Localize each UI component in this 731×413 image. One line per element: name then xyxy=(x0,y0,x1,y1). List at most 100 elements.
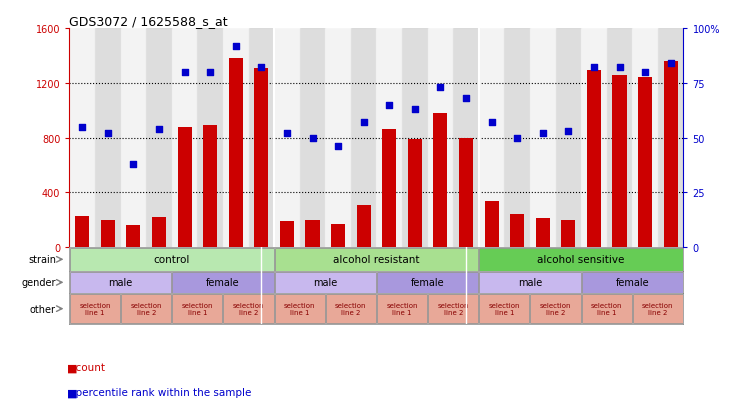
Bar xyxy=(428,29,453,248)
Bar xyxy=(658,29,683,248)
Text: selection
line 1: selection line 1 xyxy=(386,302,418,316)
Bar xyxy=(377,294,427,324)
Point xyxy=(154,126,165,133)
Text: selection
line 2: selection line 2 xyxy=(539,302,572,316)
Bar xyxy=(587,71,601,248)
Point xyxy=(307,135,319,142)
Text: male: male xyxy=(518,278,542,287)
Bar xyxy=(275,294,325,324)
Bar xyxy=(275,272,376,293)
Bar xyxy=(632,29,658,248)
Bar xyxy=(664,62,678,248)
Text: female: female xyxy=(206,278,240,287)
Bar xyxy=(69,29,95,248)
Bar xyxy=(121,29,146,248)
Bar xyxy=(254,69,268,248)
Point xyxy=(127,161,139,168)
Point xyxy=(639,69,651,76)
Bar xyxy=(203,126,217,248)
Bar xyxy=(613,76,626,248)
Bar xyxy=(152,218,166,248)
Text: count: count xyxy=(69,363,105,373)
Bar xyxy=(70,248,273,271)
Point xyxy=(434,85,446,91)
Text: alcohol resistant: alcohol resistant xyxy=(333,255,420,265)
Point xyxy=(178,69,190,76)
Bar xyxy=(101,220,115,248)
Point xyxy=(230,43,241,50)
Bar xyxy=(428,294,478,324)
Bar xyxy=(377,272,478,293)
Text: selection
line 2: selection line 2 xyxy=(642,302,674,316)
Bar xyxy=(402,29,428,248)
Bar xyxy=(275,248,478,271)
Point xyxy=(614,65,626,71)
Bar xyxy=(582,294,632,324)
Bar xyxy=(126,226,140,248)
Bar xyxy=(480,294,529,324)
Bar xyxy=(607,29,632,248)
Text: alcohol sensitive: alcohol sensitive xyxy=(537,255,625,265)
Bar xyxy=(70,294,120,324)
Point xyxy=(461,95,472,102)
Text: strain: strain xyxy=(28,255,56,265)
Point xyxy=(537,131,548,137)
Bar xyxy=(480,272,580,293)
Text: selection
line 1: selection line 1 xyxy=(181,302,213,316)
Text: selection
line 2: selection line 2 xyxy=(130,302,162,316)
Bar xyxy=(357,205,371,248)
Bar xyxy=(408,140,422,248)
Text: control: control xyxy=(154,255,190,265)
Bar xyxy=(376,29,402,248)
Bar xyxy=(351,29,376,248)
Bar xyxy=(433,114,447,248)
Bar xyxy=(633,294,683,324)
Point xyxy=(383,102,395,109)
Point xyxy=(256,65,268,71)
Text: selection
line 1: selection line 1 xyxy=(591,302,623,316)
Bar xyxy=(326,294,376,324)
Point xyxy=(332,144,344,150)
Bar xyxy=(197,29,223,248)
Text: GDS3072 / 1625588_s_at: GDS3072 / 1625588_s_at xyxy=(69,15,228,28)
Bar xyxy=(331,224,345,248)
Bar xyxy=(582,272,683,293)
Bar xyxy=(280,222,294,248)
Bar xyxy=(95,29,121,248)
Text: selection
line 1: selection line 1 xyxy=(79,302,111,316)
Point xyxy=(485,120,497,126)
Text: gender: gender xyxy=(21,278,56,287)
Bar xyxy=(536,219,550,248)
Bar xyxy=(453,29,479,248)
Text: other: other xyxy=(30,304,56,314)
Bar xyxy=(382,130,396,248)
Bar xyxy=(638,78,652,248)
Bar xyxy=(556,29,581,248)
Bar xyxy=(173,272,273,293)
Bar xyxy=(70,272,171,293)
Point xyxy=(204,69,216,76)
Bar xyxy=(146,29,172,248)
Text: percentile rank within the sample: percentile rank within the sample xyxy=(69,387,251,397)
Point xyxy=(511,135,523,142)
Bar xyxy=(530,29,556,248)
Point xyxy=(409,107,421,113)
Bar xyxy=(561,220,575,248)
Bar xyxy=(306,220,319,248)
Text: selection
line 1: selection line 1 xyxy=(488,302,520,316)
Text: selection
line 2: selection line 2 xyxy=(232,302,265,316)
Bar xyxy=(178,127,192,248)
Bar xyxy=(249,29,274,248)
Bar xyxy=(480,248,683,271)
Bar xyxy=(531,294,580,324)
Point xyxy=(664,61,676,67)
Bar xyxy=(479,29,504,248)
Bar xyxy=(300,29,325,248)
Text: female: female xyxy=(616,278,649,287)
Text: ■: ■ xyxy=(67,363,77,373)
Bar xyxy=(229,59,243,248)
Text: selection
line 2: selection line 2 xyxy=(437,302,469,316)
Bar xyxy=(459,138,473,248)
Text: male: male xyxy=(108,278,133,287)
Bar xyxy=(172,29,197,248)
